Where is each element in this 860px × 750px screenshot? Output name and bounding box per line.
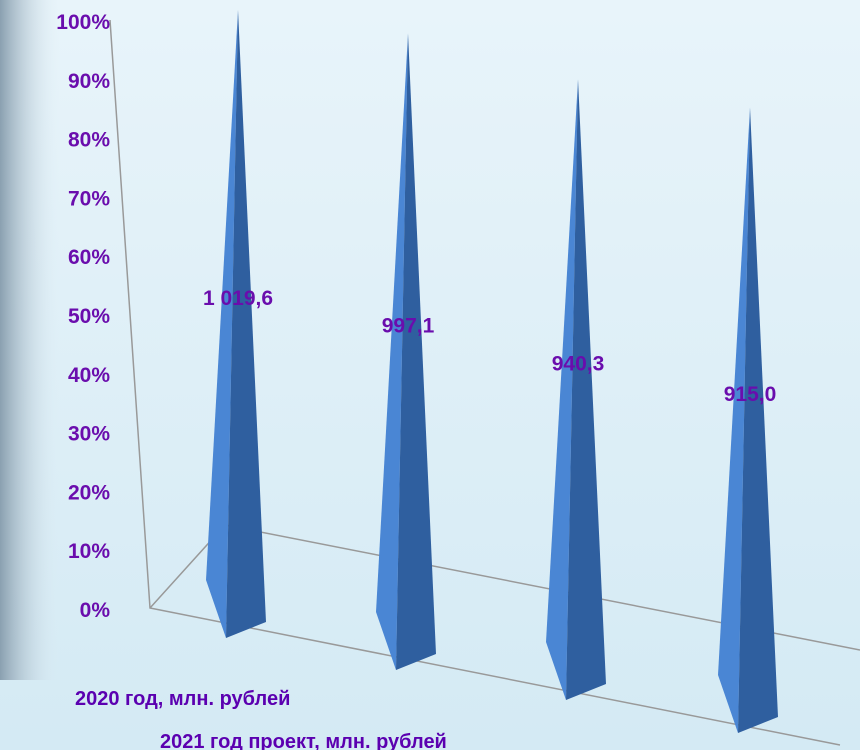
pyramid-face <box>738 107 778 734</box>
pyramid-face <box>396 33 436 671</box>
pyramid <box>376 33 436 671</box>
pyramid <box>718 107 778 734</box>
y-tick-label: 80% <box>68 129 110 152</box>
value-label: 1 019,6 <box>203 287 273 310</box>
value-label: 997,1 <box>382 315 435 338</box>
y-tick-label: 50% <box>68 305 110 328</box>
pyramid <box>206 10 266 638</box>
pyramid-face <box>226 10 266 638</box>
pyramid-face <box>718 107 750 734</box>
y-tick-label: 70% <box>68 187 110 210</box>
y-tick-label: 20% <box>68 481 110 504</box>
y-tick-label: 0% <box>80 599 111 622</box>
pyramid-face <box>566 79 606 700</box>
y-tick-label: 100% <box>56 11 110 34</box>
category-label: 2021 год проект, млн. рублей <box>160 731 447 750</box>
value-label: 915,0 <box>724 383 777 406</box>
y-tick-label: 10% <box>68 540 110 563</box>
photo-strip <box>0 0 60 680</box>
value-label: 940,3 <box>552 353 605 376</box>
pyramid-face <box>206 10 238 638</box>
pyramid-face <box>546 79 578 700</box>
y-tick-label: 30% <box>68 423 110 446</box>
pyramid <box>546 79 606 700</box>
pyramid-face <box>376 33 408 671</box>
y-tick-label: 40% <box>68 364 110 387</box>
category-label: 2020 год, млн. рублей <box>75 688 290 710</box>
y-tick-label: 90% <box>68 70 110 93</box>
y-tick-label: 60% <box>68 246 110 269</box>
